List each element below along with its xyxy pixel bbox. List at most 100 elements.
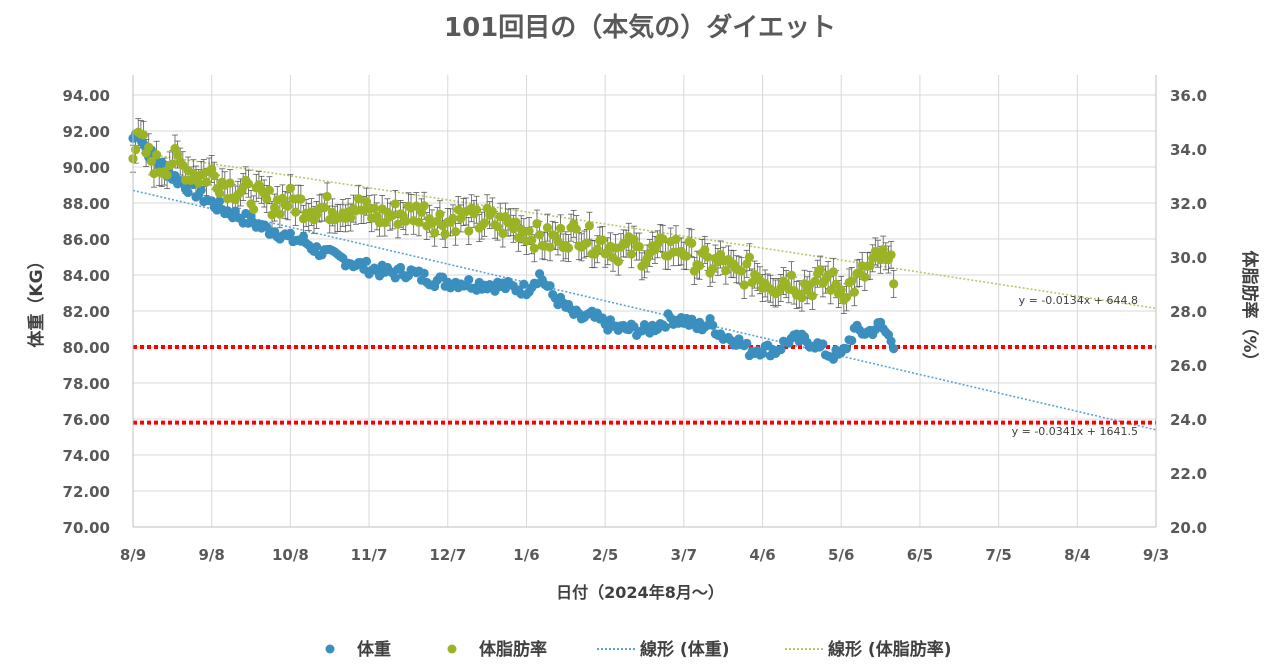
y2-tick-label: 36.0 [1170, 87, 1207, 105]
body-fat-point [634, 242, 644, 252]
body-fat-point [479, 218, 490, 228]
body-fat-point [621, 239, 631, 249]
weight-point [419, 268, 429, 278]
legend-label-trend-fat: 線形 (体脂肪率) [828, 639, 951, 660]
legend-marker-weight [325, 644, 335, 654]
body-fat-point [414, 217, 424, 227]
body-fat-point [849, 287, 859, 297]
x-tick-label: 1/6 [513, 546, 539, 564]
weight-point [870, 325, 880, 335]
body-fat-point [493, 222, 503, 232]
body-fat-point [613, 257, 623, 267]
x-tick-label: 8/9 [120, 546, 146, 564]
y-tick-label: 76.00 [63, 411, 110, 429]
weight-point [361, 256, 372, 266]
x-tick-label: 4/6 [749, 546, 775, 564]
y-tick-label: 94.00 [63, 87, 110, 105]
legend-label-weight: 体重 [357, 639, 391, 660]
y-tick-label: 82.00 [63, 303, 110, 321]
body-fat-point [694, 261, 705, 271]
weight-point [818, 339, 828, 349]
body-fat-point [865, 261, 875, 271]
x-tick-label: 6/5 [907, 546, 933, 564]
body-fat-point [448, 213, 458, 224]
y2-tick-label: 32.0 [1170, 195, 1207, 213]
y-tick-labels: 70.00 72.00 74.00 76.00 78.00 80.00 82.00 84.00… [63, 87, 110, 537]
body-fat-point [451, 227, 461, 237]
body-fat-point [527, 235, 537, 245]
body-fat-point [296, 194, 306, 204]
weight-point [214, 196, 225, 206]
body-fat-point [836, 285, 846, 295]
body-fat-point [744, 252, 755, 262]
body-fat-point [225, 178, 235, 188]
weight-point [390, 273, 400, 283]
x-tick-label: 7/5 [985, 546, 1011, 564]
body-fat-point [815, 264, 825, 275]
y2-tick-label: 24.0 [1170, 411, 1207, 429]
legend-label-trend-weight: 線形 (体重) [640, 639, 729, 660]
body-fat-point [626, 249, 636, 259]
body-fat-point [534, 230, 545, 240]
x-tick-label: 10/8 [272, 546, 309, 564]
weight-point [660, 322, 671, 332]
body-fat-point [708, 264, 718, 274]
body-fat-point [283, 201, 293, 211]
body-fat-point [860, 272, 870, 282]
body-fat-point [545, 242, 555, 252]
weight-point [886, 336, 896, 346]
body-fat-point [162, 170, 172, 180]
trendline-fat [132, 150, 1157, 310]
body-fat-point [435, 209, 445, 219]
weight-point [757, 348, 768, 359]
body-fat-point [681, 251, 692, 261]
y-tick-label: 78.00 [63, 375, 110, 393]
y2-tick-label: 30.0 [1170, 249, 1207, 267]
axes [132, 75, 1157, 528]
x-tick-label: 9/8 [199, 546, 225, 564]
body-fat-point [440, 229, 450, 239]
body-fat-point [889, 279, 899, 289]
body-fat-point [390, 199, 400, 209]
x-tick-label: 5/6 [828, 546, 854, 564]
y-tick-label: 92.00 [63, 123, 110, 141]
body-fat-point [592, 244, 602, 254]
y-tick-label: 84.00 [63, 267, 110, 285]
weight-point [742, 338, 752, 348]
body-fat-point [721, 266, 731, 276]
body-fat-point [361, 197, 372, 207]
x-tick-label: 11/7 [351, 546, 388, 564]
body-fat-point [401, 216, 411, 226]
body-fat-point [671, 234, 681, 244]
weight-point [841, 344, 852, 354]
legend: 体重 体脂肪率 線形 (体重) 線形 (体脂肪率) [325, 639, 951, 660]
body-fat-point [193, 178, 204, 188]
body-fat-point [270, 202, 280, 213]
reference-lines [133, 345, 1156, 425]
body-fat-point [786, 270, 796, 280]
y-tick-label: 72.00 [63, 483, 110, 501]
y2-tick-label: 20.0 [1170, 519, 1207, 537]
body-fat-point [826, 285, 836, 295]
gridlines [132, 75, 1157, 528]
body-fat-point [847, 276, 857, 286]
body-fat-point [131, 145, 141, 155]
body-fat-point [243, 179, 254, 189]
body-fat-point [209, 171, 219, 181]
y-tick-label: 70.00 [63, 519, 110, 537]
weight-points [128, 129, 899, 364]
weight-point [183, 187, 193, 198]
body-fat-point [487, 206, 497, 217]
body-fat-point [393, 219, 403, 230]
body-fat-point [584, 221, 595, 231]
weight-point [464, 275, 474, 285]
body-fat-point [264, 185, 274, 195]
y-tick-label: 90.00 [63, 159, 110, 177]
body-fat-point [563, 243, 574, 253]
body-fat-point [430, 228, 440, 238]
weight-point [262, 222, 272, 232]
body-fat-point [172, 149, 183, 160]
y2-tick-label: 26.0 [1170, 357, 1207, 375]
body-fat-point [419, 201, 429, 211]
